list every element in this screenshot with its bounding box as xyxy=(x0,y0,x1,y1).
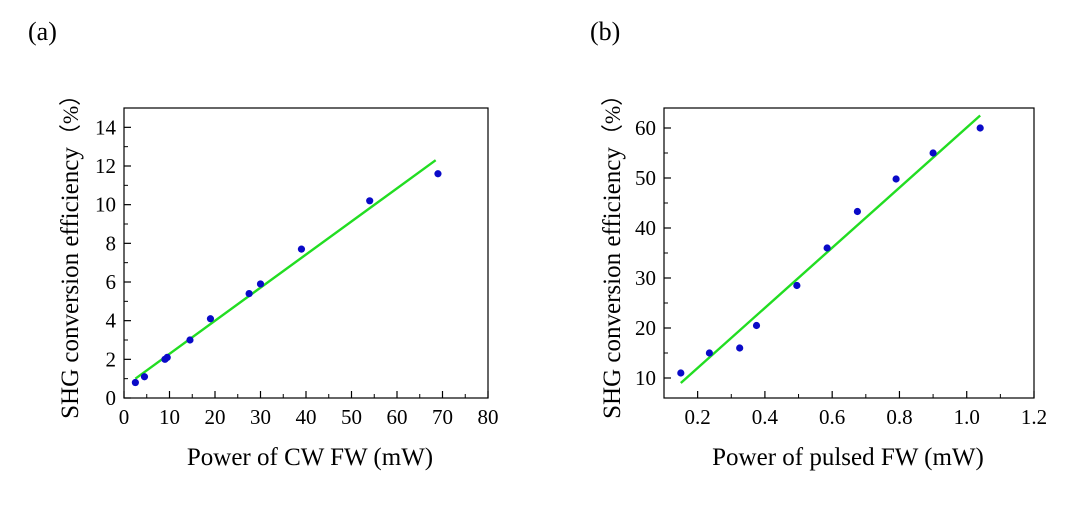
panel-label-b: (b) xyxy=(590,17,620,46)
x-axis-ticks-b: 0.2 0.4 0.6 0.8 1.0 1.2 xyxy=(685,391,1047,429)
x-tick-label: 50 xyxy=(341,405,362,429)
y-tick-label: 0 xyxy=(106,386,117,410)
x-tick-label: 0.4 xyxy=(752,405,779,429)
x-axis-label-b: Power of pulsed FW (mW) xyxy=(712,444,984,471)
data-point xyxy=(705,349,714,357)
x-tick-label: 0.2 xyxy=(685,405,711,429)
y-tick-label: 2 xyxy=(106,347,117,371)
panel-label-a: (a) xyxy=(28,17,57,46)
y-tick-label: 12 xyxy=(95,154,116,178)
plot-marks-a xyxy=(131,159,442,387)
y-tick-label: 8 xyxy=(106,231,117,255)
x-axis-ticks-a: 0 10 20 30 40 50 60 70 80 xyxy=(119,391,499,429)
y-axis-label-a: SHG conversion efficiency xyxy=(57,147,84,419)
data-point xyxy=(140,373,149,381)
y-tick-label: 60 xyxy=(635,116,656,140)
y-tick-label: 20 xyxy=(635,316,656,340)
y-tick-label: 4 xyxy=(106,309,117,333)
y-tick-label: 10 xyxy=(635,366,656,390)
data-point xyxy=(256,280,265,288)
data-point xyxy=(892,175,900,183)
x-tick-label: 0.8 xyxy=(886,405,912,429)
data-point xyxy=(929,149,937,157)
x-tick-label: 40 xyxy=(296,405,317,429)
x-axis-label-a: Power of CW FW (mW) xyxy=(187,444,433,471)
x-tick-label: 0.6 xyxy=(819,405,845,429)
x-tick-label: 20 xyxy=(205,405,226,429)
y-tick-label: 14 xyxy=(95,115,117,139)
y-tick-label: 50 xyxy=(635,166,656,190)
data-point xyxy=(186,336,194,344)
x-tick-label: 1.2 xyxy=(1021,405,1047,429)
y-tick-label: 6 xyxy=(106,270,117,294)
x-tick-label: 70 xyxy=(432,405,453,429)
data-point xyxy=(853,207,862,216)
data-point xyxy=(297,245,306,253)
data-point xyxy=(752,321,761,330)
y-tick-label: 10 xyxy=(95,193,116,217)
data-point xyxy=(823,244,831,252)
x-tick-label: 10 xyxy=(159,405,180,429)
data-point xyxy=(206,315,215,323)
y-axis-unit-b: （%） xyxy=(600,84,625,146)
plot-frame-b xyxy=(663,107,1035,399)
y-tick-label: 40 xyxy=(635,216,656,240)
data-point xyxy=(976,124,984,132)
data-point xyxy=(793,281,801,290)
y-axis-label-b: SHG conversion efficiency xyxy=(599,147,626,419)
x-tick-label: 60 xyxy=(387,405,408,429)
x-tick-label: 0 xyxy=(119,405,130,429)
y-axis-ticks-a: 0 2 4 6 8 10 12 14 xyxy=(95,115,131,410)
data-point xyxy=(677,369,685,377)
y-axis-ticks-b: 10 20 30 40 50 60 xyxy=(635,116,671,390)
data-point xyxy=(366,197,374,205)
fit-line xyxy=(134,159,437,380)
data-point xyxy=(245,290,253,298)
chart-panel-a: (a) 0 2 4 6 8 10 12 14 0 10 20 30 40 50 60 70 80 Power … xyxy=(28,17,499,471)
y-tick-label: 30 xyxy=(635,266,656,290)
x-tick-label: 80 xyxy=(478,405,499,429)
y-axis-unit-a: （%） xyxy=(58,84,83,146)
data-point xyxy=(736,344,744,352)
data-point xyxy=(434,170,442,178)
x-tick-label: 30 xyxy=(250,405,271,429)
plot-frame-a xyxy=(123,107,489,399)
chart-panel-b: (b) 10 20 30 40 50 60 0.2 0.4 0.6 0.8 1.0 1.2 Powe… xyxy=(590,17,1047,471)
data-point xyxy=(131,378,139,387)
plot-marks-b xyxy=(677,114,984,384)
x-tick-label: 1.0 xyxy=(954,405,980,429)
data-point xyxy=(163,353,171,361)
